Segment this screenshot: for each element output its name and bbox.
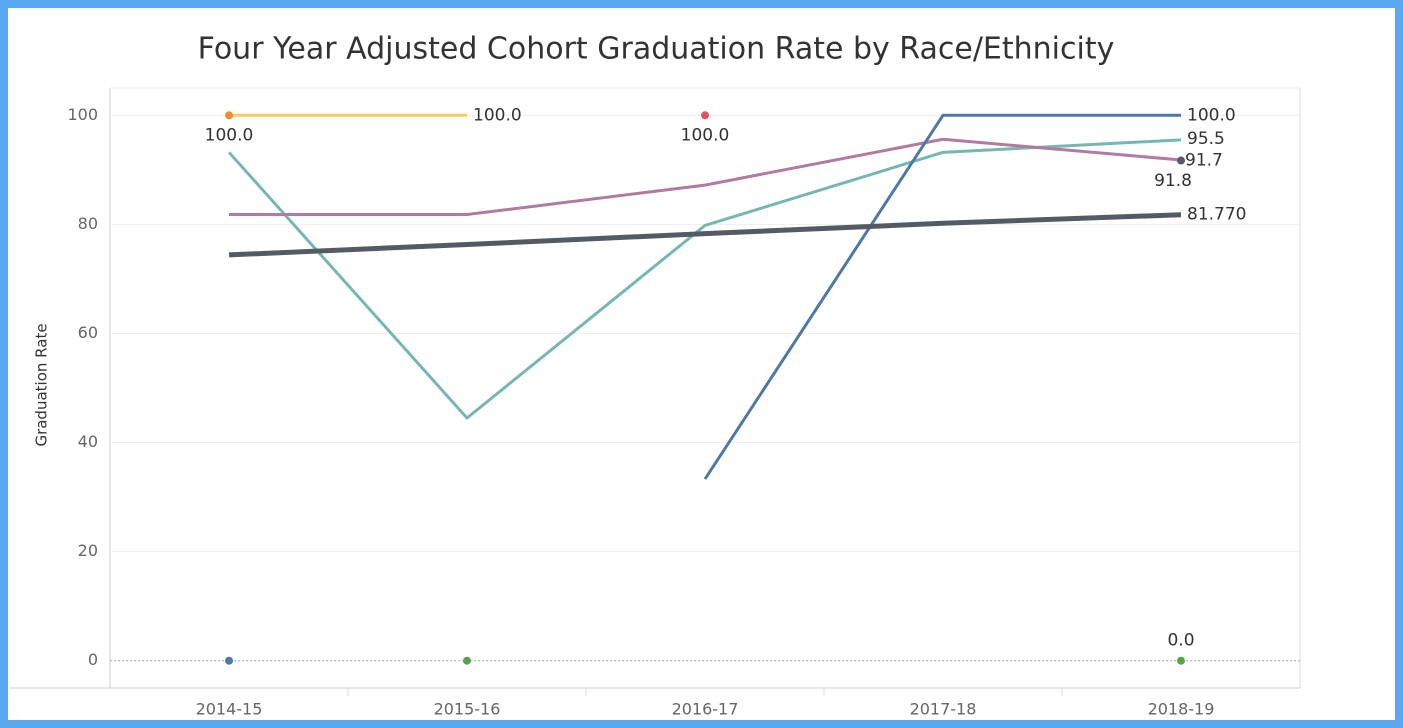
point: [701, 111, 709, 120]
y-axis-title: Graduation Rate: [33, 323, 51, 446]
data-label: 100.0: [473, 105, 522, 125]
data-label: 100.0: [1187, 105, 1236, 125]
data-label: 91.8: [1154, 171, 1192, 191]
data-label: 100.0: [681, 125, 730, 145]
chart-title: Four Year Adjusted Cohort Graduation Rat…: [198, 32, 1115, 67]
point: [1177, 656, 1185, 665]
data-label: 81.770: [1187, 205, 1246, 225]
y-tick-label: 20: [78, 541, 98, 560]
y-tick-label: 80: [78, 214, 98, 233]
series-line: [703, 113, 1181, 480]
y-tick-label: 60: [78, 323, 98, 342]
x-tick-label: 2018-19: [1148, 700, 1215, 719]
data-label: 0.0: [1167, 631, 1194, 651]
point: [225, 111, 233, 120]
point: [463, 656, 471, 665]
x-tick-label: 2016-17: [672, 700, 739, 719]
data-label: 95.5: [1187, 129, 1225, 149]
y-tick-label: 40: [78, 432, 98, 451]
x-tick-label: 2015-16: [434, 700, 501, 719]
series-line: [227, 138, 1182, 420]
data-label: 100.0: [205, 125, 254, 145]
x-tick-label: 2017-18: [910, 700, 977, 719]
x-tick-label: 2014-15: [196, 700, 263, 719]
point: [1177, 156, 1185, 165]
point: [225, 656, 233, 665]
series-line: [229, 137, 1182, 217]
series-line: [228, 212, 1182, 258]
y-tick-label: 0: [88, 650, 98, 669]
y-tick-label: 100: [67, 105, 98, 124]
data-label: 91.7: [1185, 151, 1223, 171]
